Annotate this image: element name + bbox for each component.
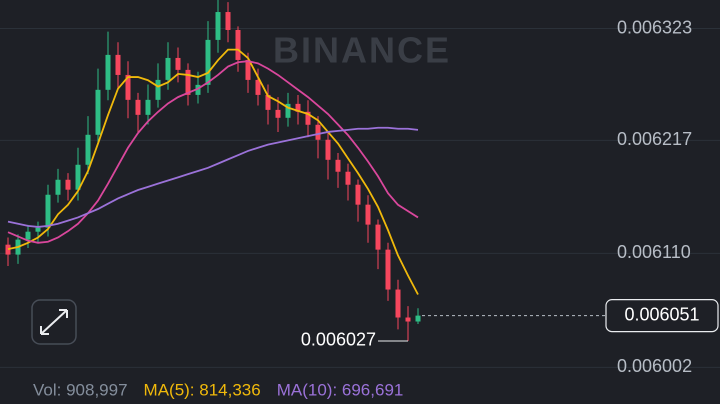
candle-body xyxy=(295,103,301,112)
candle-body xyxy=(255,79,261,95)
candle-body xyxy=(365,204,371,225)
footer-indicator: MA(5): 814,336 xyxy=(144,380,261,399)
y-tick-label: 0.006002 xyxy=(617,356,692,376)
candle-body xyxy=(95,89,101,135)
candle-body xyxy=(5,244,11,255)
candle-body xyxy=(415,315,421,322)
candle-body xyxy=(405,317,411,322)
candle-body xyxy=(165,57,171,80)
expand-button[interactable] xyxy=(31,299,77,345)
candle-body xyxy=(275,109,281,118)
last-price-label: 0.006051 xyxy=(624,304,699,324)
y-tick-label: 0.006323 xyxy=(617,17,692,37)
candle-body xyxy=(265,94,271,110)
candle-body xyxy=(385,249,391,290)
ma-line xyxy=(7,60,419,244)
candle-body xyxy=(135,99,141,115)
ma-line xyxy=(7,48,419,295)
candle-body xyxy=(395,289,401,318)
candle-body xyxy=(225,12,231,30)
expand-icon[interactable] xyxy=(40,309,68,335)
candle-body xyxy=(155,79,161,100)
candle-body xyxy=(65,179,71,190)
candle-body xyxy=(55,179,61,195)
candle-body xyxy=(245,59,251,80)
candle-body xyxy=(355,184,361,205)
candle-body xyxy=(345,171,351,185)
candle-body xyxy=(375,224,381,250)
candle-body xyxy=(105,54,111,90)
candle-body xyxy=(75,164,81,190)
candle-body xyxy=(305,111,311,125)
low-marker-label: 0.006027 xyxy=(301,330,376,350)
y-tick-label: 0.006217 xyxy=(617,129,692,149)
candle-body xyxy=(175,57,181,70)
watermark: BINANCE xyxy=(273,30,451,71)
candle-body xyxy=(235,29,241,60)
candle-body xyxy=(205,39,211,85)
candle-body xyxy=(125,74,131,100)
candle-body xyxy=(335,159,341,172)
candle-body xyxy=(25,231,31,240)
ma-line xyxy=(7,126,419,228)
candle-body xyxy=(185,69,191,95)
candle-body xyxy=(45,194,51,228)
last-price-tag xyxy=(605,299,719,333)
candle-body xyxy=(195,84,201,95)
candle-body xyxy=(85,134,91,165)
footer-indicator: MA(10): 696,691 xyxy=(277,380,404,399)
candle-body xyxy=(145,99,151,115)
candle-body xyxy=(315,124,321,140)
candle-body xyxy=(115,54,121,75)
y-tick-label: 0.006110 xyxy=(617,242,691,262)
candle-body xyxy=(325,139,331,160)
candle-body xyxy=(215,12,221,40)
candle-body xyxy=(285,103,291,118)
candle-body xyxy=(35,227,41,232)
footer-indicator: Vol: 908,997 xyxy=(33,380,128,399)
